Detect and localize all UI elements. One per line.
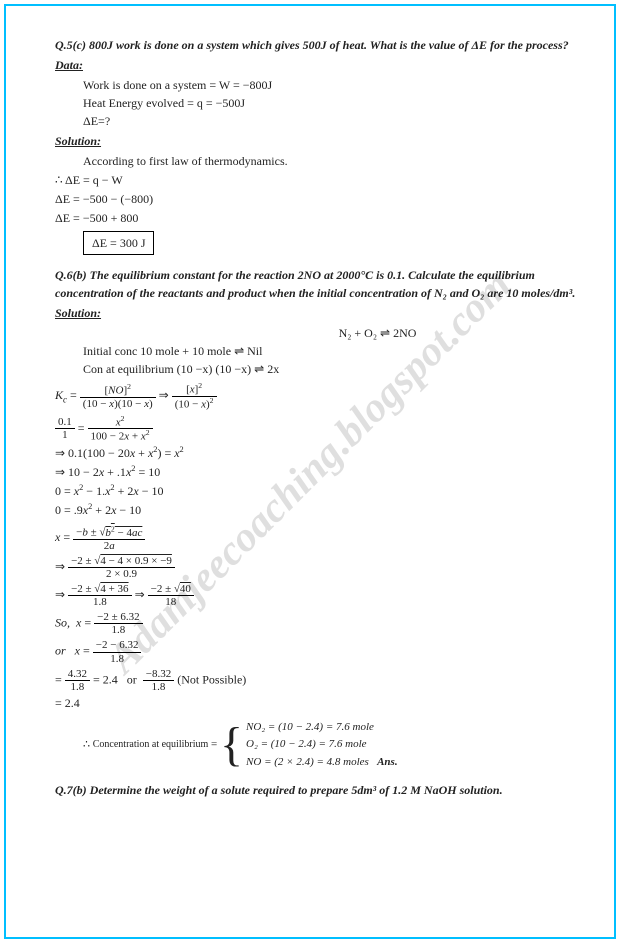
q6-conc1: NO₂ = (10 − 2.4) = 7.6 mole [246,721,374,733]
q6-step2: ⇒ 0.1(100 − 20x + x2) = x2 [55,444,580,462]
q6-conc3: NO = (2 × 2.4) = 4.8 moles [246,756,369,768]
q6-kc: Kc = [NO]2(10 − x)(10 − x) ⇒ [x]2(10 − x… [55,382,580,411]
q6-step10: = 4.321.8 = 2.4 or −8.321.8 (Not Possibl… [55,668,580,693]
q5-data2: Heat Energy evolved = q = −500J [83,94,580,112]
ans-label: Ans. [377,756,398,768]
q6-reaction: N₂ + O₂ ⇌ 2NO [175,324,580,342]
q6-quadratic: x = −b ± √b2 − 4ac2a [55,525,580,552]
q6-conc2: O₂ = (10 − 2.4) = 7.6 mole [246,738,367,750]
q6-step3: ⇒ 10 − 2x + .1x2 = 10 [55,463,580,481]
q5-sol1: According to first law of thermodynamics… [83,152,580,170]
q6-initial-conc: Initial conc 10 mole + 10 mole ⇌ Nil [83,342,580,360]
q6-step1: 0.11 = x2100 − 2x + x2 [55,415,580,444]
q6-step5: 0 = .9x2 + 2x − 10 [55,501,580,519]
q6-step8: So, x = −2 ± 6.321.8 [55,611,580,636]
q5-eq2: ΔE = −500 − (−800) [55,190,580,208]
q6-step6: ⇒ −2 ± √4 − 4 × 0.9 × −92 × 0.9 [55,555,580,580]
document-page: Q.5(c) 800J work is done on a system whi… [55,30,580,923]
q6-step11: = 2.4 [55,694,580,712]
q6-step7: ⇒ −2 ± √4 + 361.8 ⇒ −2 ± √4018 [55,583,580,608]
q6-eq-conc: Con at equilibrium (10 −x) (10 −x) ⇌ 2x [83,360,580,378]
q7-title: Q.7(b) Determine the weight of a solute … [55,781,580,799]
q5-data1: Work is done on a system = W = −800J [83,76,580,94]
q5-eq1: ∴ ΔE = q − W [55,171,580,189]
q5-eq3: ΔE = −500 + 800 [55,209,580,227]
q6-title: Q.6(b) The equilibrium constant for the … [55,266,580,302]
data-heading: Data: [55,56,580,74]
q6-step9: or x = −2 − 6.321.8 [55,639,580,664]
q5-answer-box: ΔE = 300 J [83,231,154,255]
q6-final: ∴ Concentration at equilibrium = { NO₂ =… [83,718,580,772]
q6-step4: 0 = x2 − 1.x2 + 2x − 10 [55,482,580,500]
q5-data3: ΔE=? [83,112,580,130]
conc-label: Concentration at equilibrium [93,739,209,750]
solution-heading-2: Solution: [55,304,580,322]
q5-title: Q.5(c) 800J work is done on a system whi… [55,36,580,54]
solution-heading: Solution: [55,132,580,150]
